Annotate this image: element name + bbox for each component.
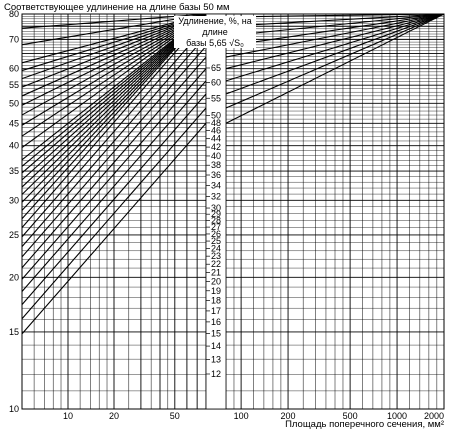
center-scale-label: 50 bbox=[211, 111, 221, 121]
center-strip-band bbox=[205, 13, 227, 410]
conversion-line bbox=[21, 45, 207, 258]
x-tick-label: 100 bbox=[234, 411, 249, 421]
center-scale-label: 65 bbox=[211, 63, 221, 73]
y-tick-label: 30 bbox=[9, 195, 19, 205]
y-tick-label: 80 bbox=[9, 9, 19, 19]
conversion-line bbox=[21, 93, 207, 305]
y-tick-label: 45 bbox=[9, 118, 19, 128]
center-scale-label: 44 bbox=[211, 134, 221, 144]
x-tick-label: 20 bbox=[109, 411, 119, 421]
conversion-line bbox=[225, 13, 445, 109]
y-tick-label: 25 bbox=[9, 230, 19, 240]
center-scale-label: 29 bbox=[211, 209, 221, 219]
conversion-line bbox=[225, 13, 445, 95]
center-scale-label: 13 bbox=[211, 355, 221, 365]
y-tick-label: 40 bbox=[9, 141, 19, 151]
conversion-line bbox=[225, 13, 445, 27]
y-tick-label: 70 bbox=[9, 34, 19, 44]
tick-labels: 10 15 20 25 30 35 40 45 50 55 60 70 80 10 20 50 100 200 50… bbox=[9, 9, 444, 421]
center-scale-label: 55 bbox=[211, 93, 221, 103]
center-scale-label: 20 bbox=[211, 276, 221, 286]
center-scale-label: 26 bbox=[211, 229, 221, 239]
center-label-line-1: Удлинение, %, на длине bbox=[178, 16, 252, 37]
conversion-line bbox=[21, 80, 207, 292]
center-scale-label: 25 bbox=[211, 236, 221, 246]
y-tick-label: 10 bbox=[9, 404, 19, 414]
y-tick-label: 35 bbox=[9, 166, 19, 176]
center-scale-label: 40 bbox=[211, 151, 221, 161]
conversion-line bbox=[225, 13, 445, 124]
x-tick-label: 500 bbox=[343, 411, 358, 421]
center-scale-label: 32 bbox=[211, 191, 221, 201]
center-scale-label: 21 bbox=[211, 268, 221, 278]
conversion-line bbox=[21, 107, 207, 320]
center-scale-label: 14 bbox=[211, 341, 221, 351]
center-scale-label: 46 bbox=[211, 126, 221, 136]
center-scale-label: 30 bbox=[211, 203, 221, 213]
x-axis-label: Площадь поперечного сечения, мм² bbox=[285, 419, 444, 430]
center-scale-label: 19 bbox=[211, 286, 221, 296]
x-tick-label: 10 bbox=[63, 411, 73, 421]
center-scale-label: 27 bbox=[211, 222, 221, 232]
conversion-line bbox=[21, 13, 207, 220]
conversion-line bbox=[225, 13, 445, 82]
center-scale-label: 38 bbox=[211, 160, 221, 170]
center-scale-label: 34 bbox=[211, 180, 221, 190]
center-label-line-2: базы 5,65 √S₀ bbox=[186, 38, 244, 48]
conversion-line bbox=[225, 13, 445, 47]
conversion-line bbox=[225, 13, 445, 70]
y-tick-label: 50 bbox=[9, 98, 19, 108]
conversion-line bbox=[225, 13, 445, 58]
center-scale-label: 15 bbox=[211, 329, 221, 339]
center-scale-label: 36 bbox=[211, 170, 221, 180]
center-scale-label: 48 bbox=[211, 118, 221, 128]
conversion-line bbox=[225, 13, 445, 37]
x-tick-label: 50 bbox=[170, 411, 180, 421]
y-tick-label: 15 bbox=[9, 327, 19, 337]
center-scale-label: 22 bbox=[211, 259, 221, 269]
center-scale-label: 28 bbox=[211, 216, 221, 226]
y-tick-label: 20 bbox=[9, 272, 19, 282]
center-scale-label: 24 bbox=[211, 243, 221, 253]
conversion-line bbox=[21, 122, 207, 335]
center-scale-label: 23 bbox=[211, 251, 221, 261]
center-label: Удлинение, %, на длине базы 5,65 √S₀ bbox=[174, 16, 256, 48]
conversion-line bbox=[21, 16, 207, 228]
center-scale-label: 60 bbox=[211, 77, 221, 87]
center-scale-label: 16 bbox=[211, 317, 221, 327]
center-scale-label: 12 bbox=[211, 369, 221, 379]
conversion-line bbox=[21, 35, 207, 247]
y-tick-label: 55 bbox=[9, 80, 19, 90]
x-tick-label: 200 bbox=[281, 411, 296, 421]
x-tick-label: 2000 bbox=[424, 411, 444, 421]
y-tick-label: 60 bbox=[9, 64, 19, 74]
chart-title: Соответствующее удлинение на длине базы … bbox=[4, 2, 230, 13]
center-scale-label: 42 bbox=[211, 142, 221, 152]
center-scale-label: 18 bbox=[211, 296, 221, 306]
conversion-line bbox=[21, 68, 207, 280]
center-scale-label: 17 bbox=[211, 306, 221, 316]
conversion-line bbox=[21, 25, 207, 238]
x-tick-label: 1000 bbox=[387, 411, 407, 421]
conversion-line bbox=[21, 56, 207, 269]
